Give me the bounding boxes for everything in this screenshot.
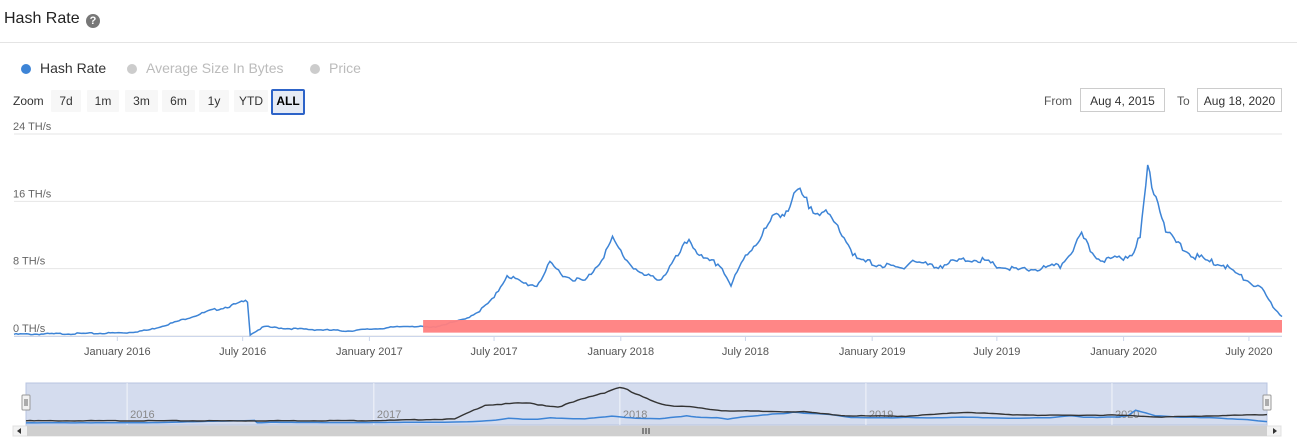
x-tick-label: January 2019 bbox=[839, 346, 906, 358]
zoom-label: Zoom bbox=[13, 94, 44, 108]
scrollbar-thumb bbox=[27, 426, 1267, 436]
zoom-button-1m[interactable]: 1m bbox=[86, 89, 120, 113]
to-label: To bbox=[1177, 94, 1190, 108]
x-tick-label: January 2020 bbox=[1090, 346, 1157, 358]
x-tick-label: July 2020 bbox=[1225, 346, 1272, 358]
x-tick-label: January 2017 bbox=[336, 346, 403, 358]
x-tick-label: July 2017 bbox=[471, 346, 518, 358]
y-tick-label: 8 TH/s bbox=[13, 256, 46, 268]
navigator-mask bbox=[25, 382, 1268, 426]
highlight-band bbox=[423, 320, 1283, 333]
x-tick-label: January 2016 bbox=[84, 346, 151, 358]
page-title: Hash Rate bbox=[4, 10, 80, 27]
legend-item-price[interactable]: Price bbox=[310, 59, 361, 77]
y-tick-label: 0 TH/s bbox=[13, 323, 46, 335]
y-tick-label: 16 TH/s bbox=[13, 188, 52, 200]
legend-dot-icon bbox=[21, 64, 31, 74]
legend-label: Average Size In Bytes bbox=[146, 60, 284, 76]
navigator-series-secondary bbox=[25, 386, 1268, 422]
question-circle-icon[interactable]: ? bbox=[86, 14, 100, 28]
arrow-left-icon bbox=[17, 428, 21, 434]
legend-dot-icon bbox=[310, 64, 320, 74]
legend-dot-icon bbox=[127, 64, 137, 74]
legend-item-average-size[interactable]: Average Size In Bytes bbox=[127, 59, 283, 77]
navigator-year-label: 2019 bbox=[869, 409, 893, 421]
zoom-button-ytd[interactable]: YTD bbox=[233, 89, 269, 113]
zoom-button-all[interactable]: ALL bbox=[271, 89, 305, 115]
series-line-hash-rate bbox=[13, 164, 1283, 337]
navigator-left-handle bbox=[21, 394, 31, 411]
x-tick-label: July 2019 bbox=[973, 346, 1020, 358]
navigator-year-label: 2016 bbox=[130, 409, 154, 421]
chart-header: Hash Rate ? bbox=[0, 0, 1297, 43]
to-date-input[interactable]: Aug 18, 2020 bbox=[1197, 88, 1282, 112]
navigator-year-label: 2018 bbox=[623, 409, 647, 421]
from-date-input[interactable]: Aug 4, 2015 bbox=[1080, 88, 1165, 112]
x-tick-label: January 2018 bbox=[587, 346, 654, 358]
drag-handle-icon bbox=[21, 394, 31, 411]
zoom-button-1y[interactable]: 1y bbox=[198, 89, 230, 113]
x-tick-label: July 2018 bbox=[722, 346, 769, 358]
scrollbar-track bbox=[12, 425, 1282, 437]
arrow-right-icon bbox=[1273, 428, 1277, 434]
navigator-series-hash-rate bbox=[25, 409, 1268, 424]
zoom-button-7d[interactable]: 7d bbox=[50, 89, 82, 113]
legend-item-hash-rate[interactable]: Hash Rate bbox=[21, 59, 106, 77]
zoom-button-3m[interactable]: 3m bbox=[124, 89, 159, 113]
navigator-year-label: 2017 bbox=[377, 409, 401, 421]
y-tick-label: 24 TH/s bbox=[13, 121, 52, 133]
navigator-right-handle bbox=[1262, 394, 1272, 411]
legend-label: Hash Rate bbox=[40, 60, 107, 76]
navigator-year-label: 2020 bbox=[1115, 409, 1139, 421]
legend-label: Price bbox=[329, 60, 361, 76]
zoom-button-6m[interactable]: 6m bbox=[161, 89, 196, 113]
x-tick-label: July 2016 bbox=[219, 346, 266, 358]
from-label: From bbox=[1044, 94, 1072, 108]
drag-handle-icon bbox=[1262, 394, 1272, 411]
